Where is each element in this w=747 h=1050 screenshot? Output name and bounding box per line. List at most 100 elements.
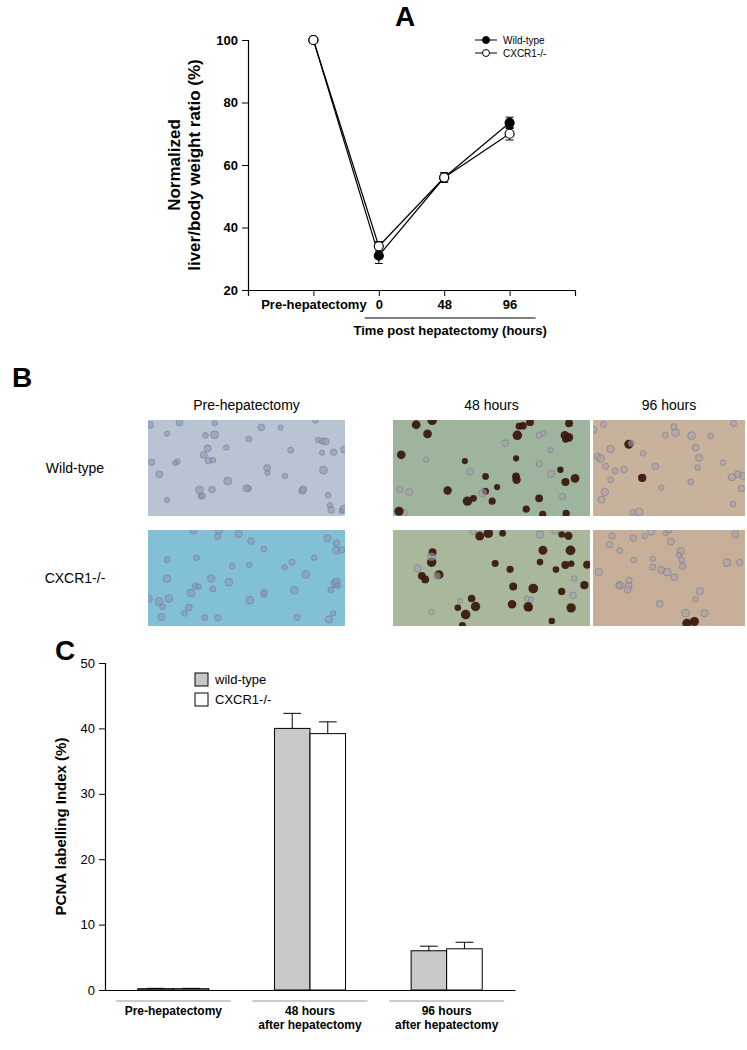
- row-header: CXCR1-/-: [45, 570, 106, 586]
- error-bar: [375, 242, 383, 251]
- nucleus: [600, 421, 606, 427]
- nucleus: [696, 588, 703, 595]
- nucleus: [535, 494, 543, 502]
- tick-label: 96: [503, 297, 517, 312]
- nucleus: [728, 473, 735, 480]
- legend: Wild-typeCXCR1-/-: [475, 35, 546, 59]
- nucleus: [443, 486, 451, 494]
- nucleus: [621, 466, 628, 473]
- nucleus: [558, 588, 565, 595]
- nucleus: [635, 508, 643, 516]
- nucleus: [523, 602, 532, 611]
- nucleus: [340, 505, 345, 512]
- tick-label: 40: [81, 721, 95, 736]
- nucleus: [164, 498, 169, 503]
- nucleus: [265, 470, 270, 475]
- nucleus: [523, 505, 530, 512]
- error-bar: [456, 942, 474, 949]
- nucleus: [631, 557, 636, 562]
- tick: 30: [81, 786, 105, 801]
- nucleus: [475, 532, 484, 541]
- error-cap: [147, 988, 165, 989]
- x-axis: Pre-hepatectomy04896: [249, 290, 576, 312]
- nucleus: [695, 454, 702, 461]
- plot-marks: [309, 36, 514, 264]
- nucleus: [502, 440, 509, 447]
- tick: 96: [503, 290, 517, 312]
- panel-c: C01020304050Pre-hepatectomy48 hoursafter…: [52, 635, 516, 1032]
- nucleus: [536, 531, 544, 539]
- tick: 40: [81, 721, 105, 736]
- micrograph-background: [148, 420, 345, 516]
- nucleus: [513, 455, 519, 461]
- nucleus: [571, 474, 580, 483]
- nucleus: [508, 600, 517, 609]
- error-stem: [292, 713, 293, 728]
- micrograph: [593, 420, 745, 516]
- nucleus: [489, 498, 496, 505]
- tick: 10: [81, 917, 105, 932]
- nucleus: [570, 592, 577, 599]
- nucleus: [509, 583, 517, 591]
- nucleus: [160, 604, 166, 610]
- legend-label: CXCR1-/-: [215, 692, 271, 707]
- micrograph: [148, 530, 345, 626]
- nucleus: [327, 503, 332, 508]
- y-axis-label-line: liver/body weight ratio (%): [185, 59, 204, 271]
- nucleus: [606, 541, 612, 547]
- error-bar: [440, 173, 448, 182]
- nucleus: [671, 574, 678, 581]
- series-line: [313, 40, 509, 246]
- nucleus: [412, 420, 421, 429]
- nucleus: [471, 602, 480, 611]
- y-axis-label: Normalizedliver/body weight ratio (%): [165, 59, 204, 271]
- nucleus: [458, 599, 463, 604]
- nucleus: [541, 431, 546, 436]
- nucleus: [397, 450, 406, 459]
- nucleus: [302, 571, 310, 579]
- nucleus: [723, 559, 731, 567]
- tick-mark: [99, 728, 105, 729]
- tick: Pre-hepatectomy: [125, 1004, 223, 1018]
- error-cap: [420, 946, 438, 947]
- y-axis-label: PCNA labelling Index (%): [52, 738, 69, 916]
- nucleus: [557, 467, 563, 473]
- tick-label: 40: [224, 220, 238, 235]
- tick-mark: [313, 290, 314, 296]
- tick-label: Pre-hepatectomy: [125, 1004, 223, 1018]
- micrograph-background: [393, 530, 590, 626]
- nucleus: [209, 486, 216, 493]
- background: [0, 0, 747, 1050]
- nucleus: [688, 432, 696, 440]
- nucleus: [455, 604, 462, 611]
- nucleus: [616, 581, 624, 589]
- nucleus: [278, 425, 283, 430]
- column-header: Pre-hepatectomy: [193, 397, 300, 413]
- legend-label: CXCR1-/-: [503, 48, 546, 59]
- nucleus: [650, 556, 655, 561]
- nucleus: [682, 609, 690, 617]
- tick-label-line: 96 hours: [422, 1004, 472, 1018]
- bar: [447, 949, 483, 990]
- error-bar: [147, 988, 165, 989]
- nucleus: [341, 446, 345, 453]
- nucleus: [479, 489, 487, 497]
- legend-swatch: [195, 673, 208, 686]
- tick-label: 10: [81, 917, 95, 932]
- nucleus: [187, 589, 195, 597]
- error-cap: [456, 942, 474, 943]
- tick-label: 20: [224, 283, 238, 298]
- nucleus: [656, 600, 663, 607]
- nucleus: [595, 568, 602, 575]
- tick-label: 80: [224, 95, 238, 110]
- error-cap: [506, 140, 514, 141]
- nucleus: [690, 617, 699, 626]
- data-point: [309, 36, 318, 45]
- nucleus: [212, 421, 218, 427]
- axis-line: [99, 664, 106, 991]
- nucleus: [609, 533, 615, 539]
- nucleus: [708, 433, 714, 439]
- axis-line: [249, 291, 576, 297]
- nucleus: [339, 547, 345, 553]
- panel-label: C: [55, 635, 75, 666]
